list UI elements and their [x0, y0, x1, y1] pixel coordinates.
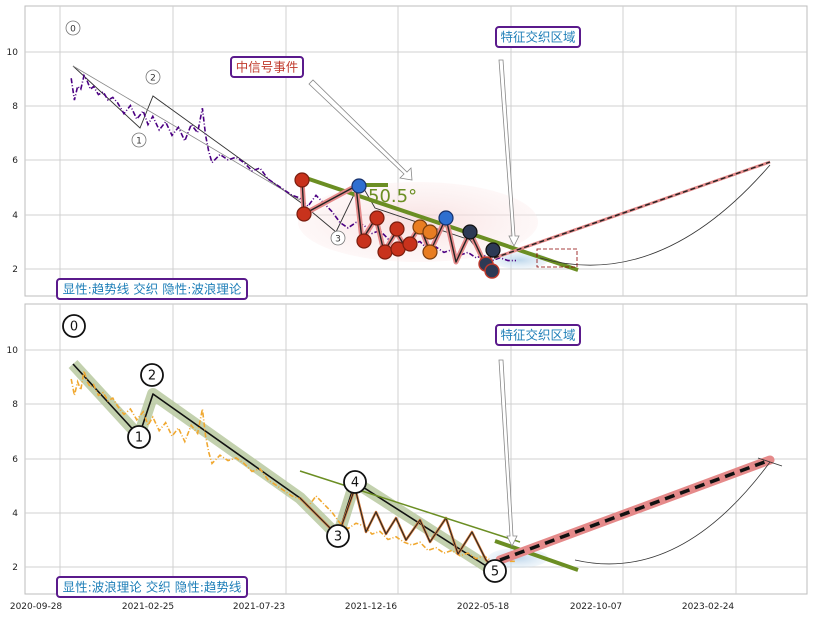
zone-arrow: [498, 59, 520, 247]
y-tick: 6: [12, 455, 18, 465]
event-marker: [402, 236, 418, 252]
wave-detail-core: [299, 487, 495, 569]
top-footer-label: 显性:趋势线 交织 隐性:波浪理论: [63, 282, 242, 297]
trendline-thick: [494, 539, 579, 572]
event-marker: [438, 210, 454, 226]
event-marker: [369, 210, 385, 226]
x-tick: 2021-07-23: [233, 602, 285, 612]
wave-label: 3: [334, 530, 342, 545]
wave-label: 5: [491, 565, 499, 580]
bottom-footer-callout: 显性:波浪理论 交织 隐性:趋势线: [56, 576, 248, 598]
trendline-thin: [299, 470, 521, 543]
x-tick: 2022-05-18: [457, 602, 510, 612]
y-tick: 10: [7, 346, 19, 356]
y-tick: 6: [12, 156, 18, 166]
x-tick: 2021-02-25: [122, 602, 174, 612]
y-tick: 2: [12, 265, 18, 275]
weave-zone-ellipse: [492, 251, 548, 269]
angle-label: 50.5°: [368, 186, 417, 207]
projection-arc: [574, 461, 771, 565]
wave-label: 0: [70, 320, 78, 335]
event-marker: [422, 244, 438, 260]
y-tick: 2: [12, 563, 18, 573]
x-ticks: 2020-09-28 2021-02-25 2021-07-23 2021-12…: [10, 602, 735, 612]
zone-label: 特征交织区域: [500, 328, 575, 343]
zone-arrow: [498, 359, 518, 547]
bottom-panel: 10 8 6 4 2 2020-09-28 2021-02-25 2021-07…: [7, 303, 808, 612]
zone-label: 特征交织区域: [500, 30, 575, 45]
bottom-panel-frame: [24, 303, 808, 595]
x-tick: 2021-12-16: [345, 602, 398, 612]
event-markers: [294, 172, 501, 279]
top-panel: 10 8 6 4 2: [7, 5, 808, 300]
wave-channel-line: [72, 65, 301, 201]
wave-label: 1: [136, 137, 142, 147]
wave-label: 2: [150, 74, 156, 84]
zone-callout: 特征交织区域: [495, 324, 581, 547]
event-marker: [484, 263, 500, 279]
wave-label: 4: [351, 476, 359, 491]
event-label: 中信号事件: [236, 60, 299, 75]
event-marker: [356, 233, 372, 249]
event-marker: [485, 242, 501, 258]
event-marker: [389, 221, 405, 237]
bottom-wave-labels: 0 1 2 3 4 5: [62, 314, 507, 583]
projection-tip: [757, 457, 783, 467]
event-marker: [377, 244, 393, 260]
x-tick: 2023-02-24: [682, 602, 735, 612]
y-tick: 8: [12, 400, 18, 410]
x-tick: 2020-09-28: [10, 602, 63, 612]
wave-label: 2: [148, 369, 156, 384]
bottom-footer-label: 显性:波浪理论 交织 隐性:趋势线: [63, 580, 242, 595]
event-marker: [462, 224, 478, 240]
event-arrow: [308, 79, 413, 181]
wave-label: 1: [135, 431, 143, 446]
target-box: [536, 248, 578, 268]
wave-label: 0: [70, 25, 76, 35]
y-tick: 4: [12, 211, 18, 221]
projection-arc: [539, 164, 771, 266]
event-marker: [351, 178, 367, 194]
event-marker: [422, 224, 438, 240]
wave-label: 3: [335, 235, 341, 245]
y-tick: 8: [12, 102, 18, 112]
bottom-grid: [25, 304, 807, 594]
event-callout: 中信号事件: [230, 56, 413, 181]
top-panel-frame: [24, 5, 808, 297]
projection-line: [493, 161, 771, 259]
projection-band: [495, 455, 775, 565]
top-wave-labels: 0 1 2 3: [65, 20, 346, 246]
zone-callout: 特征交织区域: [495, 26, 581, 247]
bottom-price-series: [70, 370, 516, 563]
bottom-y-ticks: 10 8 6 4 2: [7, 346, 19, 573]
event-marker: [296, 206, 312, 222]
x-tick: 2022-10-07: [570, 602, 622, 612]
event-marker: [294, 172, 310, 188]
y-tick: 10: [7, 48, 19, 58]
top-y-ticks: 10 8 6 4 2: [7, 48, 19, 275]
y-tick: 4: [12, 509, 18, 519]
top-footer-callout: 显性:趋势线 交织 隐性:波浪理论: [56, 278, 248, 300]
